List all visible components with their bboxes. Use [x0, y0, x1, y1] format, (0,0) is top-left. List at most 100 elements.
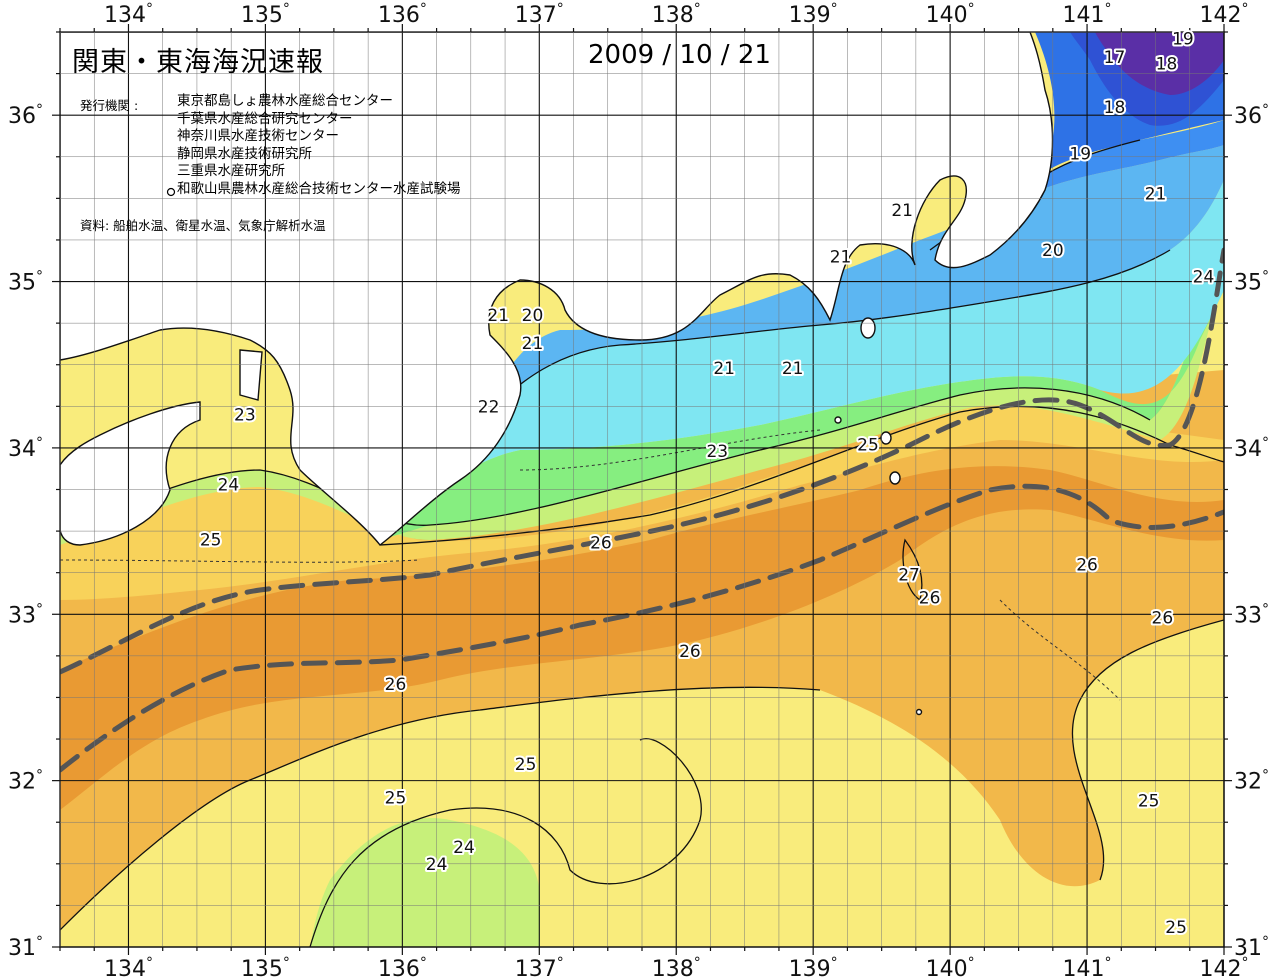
contour-label: 26 [385, 675, 407, 695]
sst-band-25 [60, 400, 1224, 600]
lon-label: 142° [1200, 1, 1249, 28]
isotherm-lines [60, 139, 1224, 947]
lon-label: 140° [926, 1, 975, 28]
publisher-item: 三重県水産研究所 [177, 163, 285, 179]
publisher-label: 発行機関 : [80, 98, 139, 113]
contour-label: 20 [522, 306, 544, 326]
lon-label: 140° [926, 955, 975, 980]
lat-labels-right: 36° 35° 34° 33° 32° 31° [1234, 102, 1269, 961]
contour-label: 21 [782, 359, 804, 379]
lon-label: 137° [515, 1, 564, 28]
contour-label: 26 [919, 589, 941, 609]
contour-label: 25 [1138, 792, 1160, 812]
frame-ticks [52, 24, 1232, 955]
lon-label: 138° [652, 955, 701, 980]
lon-label: 135° [241, 1, 290, 28]
lat-label: 32° [8, 768, 43, 795]
contour-label: 25 [1165, 918, 1187, 938]
publisher-list: 東京都島しょ農林水産総合センター 千葉県水産総合研究センター 神奈川県水産技術セ… [177, 93, 461, 198]
contour-label: 17 [1104, 48, 1126, 68]
lon-labels-top: 134° 135° 136° 137° 138° 139° 140° 141° 142° [104, 1, 1249, 28]
contour-label: 26 [590, 534, 612, 554]
contour-label: 26 [1076, 555, 1098, 575]
lat-label: 36° [8, 102, 43, 129]
lon-label: 139° [789, 1, 838, 28]
contour-label: 19 [1172, 30, 1194, 50]
land-oshima [860, 317, 876, 339]
land [60, 32, 1054, 716]
publisher-item: 千葉県水産総合研究センター [177, 110, 353, 127]
land-islet-2 [834, 416, 842, 424]
publisher-item: 和歌山県農林水産総合技術センター水産試験場 [177, 180, 461, 197]
contour-label: 24 [453, 838, 475, 858]
sst-band-21 [480, 145, 1224, 420]
contour-label: 26 [1152, 609, 1174, 629]
contour-label: 22 [478, 397, 500, 417]
lon-labels-bottom: 134° 135° 136° 137° 138° 139° 140° 141° 142° [104, 955, 1249, 980]
lat-label: 33° [8, 601, 43, 628]
contour-label: 24 [218, 476, 240, 496]
contour-label: 21 [713, 359, 735, 379]
isotherm-dotted-lines [60, 429, 1121, 701]
lon-label: 135° [241, 955, 290, 980]
lat-labels-left: 36° 35° 34° 33° 32° 31° [8, 102, 43, 961]
lat-label: 31° [1234, 934, 1269, 961]
sst-patch-24-south [310, 818, 540, 947]
contour-label: 25 [857, 436, 879, 456]
contour-label: 23 [706, 442, 728, 462]
lon-label: 134° [104, 955, 153, 980]
land-kii-western-japan [60, 32, 1054, 546]
kuroshio-axis [60, 247, 1224, 773]
lat-label: 33° [1234, 601, 1269, 628]
lat-label: 34° [8, 435, 43, 462]
contour-label: 27 [898, 565, 920, 585]
contour-label: 25 [385, 788, 407, 808]
location-marker [166, 187, 176, 197]
sst-band-20 [930, 120, 1224, 250]
lat-label: 31° [8, 934, 43, 961]
contour-label: 20 [1042, 241, 1064, 261]
lat-label: 34° [1234, 435, 1269, 462]
contour-label: 18 [1104, 98, 1126, 118]
land-island-small [880, 431, 892, 445]
publisher-item: 東京都島しょ農林水産総合センター [177, 93, 393, 109]
contour-label: 21 [1145, 184, 1167, 204]
contour-label: 21 [830, 248, 852, 268]
contour-label: 26 [679, 642, 701, 662]
map-date: 2009 / 10 / 21 [588, 40, 771, 70]
map-title: 関東・東海海況速報 [72, 47, 324, 78]
publisher-item: 神奈川県水産技術センター [177, 128, 339, 144]
contour-label: 23 [234, 406, 256, 426]
lat-label: 32° [1234, 768, 1269, 795]
data-source-note: 資料: 船舶水温、衛星水温、気象庁解析水温 [80, 218, 326, 233]
contour-label: 21 [522, 334, 544, 354]
sst-band-17 [1095, 32, 1224, 95]
lat-label: 36° [1234, 102, 1269, 129]
sst-band-23 [380, 240, 1224, 540]
land-miyakejima [889, 471, 901, 485]
contour-label: 25 [515, 755, 537, 775]
sst-band-22 [380, 180, 1224, 540]
contour-label: 21 [891, 201, 913, 221]
contour-label: 19 [1069, 144, 1091, 164]
publisher-item: 静岡県水産技術研究所 [177, 145, 312, 162]
contour-label: 25 [200, 530, 222, 550]
lon-label: 139° [789, 955, 838, 980]
contour-label: 24 [426, 855, 448, 875]
lon-label: 136° [378, 1, 427, 28]
land-islet [915, 708, 923, 716]
land-awaji [239, 349, 263, 401]
lon-label: 138° [652, 1, 701, 28]
lon-label: 142° [1200, 955, 1249, 980]
contour-labels: 17 18 19 18 19 21 20 24 21 21 21 20 21 21 21 22 23 23 25 24… [198, 28, 1216, 940]
lat-label: 35° [8, 269, 43, 296]
lon-label: 134° [104, 1, 153, 28]
contour-label: 18 [1156, 55, 1178, 75]
lat-label: 35° [1234, 269, 1269, 296]
lon-label: 141° [1063, 955, 1112, 980]
contour-label: 21 [487, 306, 509, 326]
lon-label: 141° [1063, 1, 1112, 28]
contour-label: 24 [1193, 268, 1215, 288]
lon-label: 136° [378, 955, 427, 980]
